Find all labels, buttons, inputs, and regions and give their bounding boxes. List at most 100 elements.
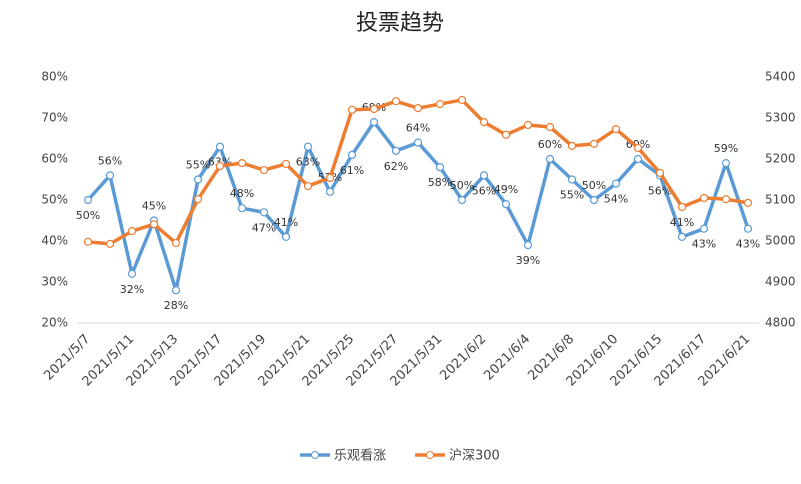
point (545, 122, 555, 132)
point (281, 232, 291, 241)
data-label: 61% (340, 164, 364, 177)
data-label: 48% (230, 187, 254, 200)
y2-tick-label: 5300 (765, 111, 796, 125)
point (347, 150, 357, 159)
legend-label: 乐观看涨 (334, 448, 386, 464)
point (633, 154, 643, 164)
point (105, 171, 115, 180)
point (193, 175, 203, 184)
point (479, 171, 489, 180)
data-label: 28% (164, 299, 188, 312)
point (501, 200, 511, 209)
point (303, 181, 313, 191)
data-label: 59% (714, 142, 738, 155)
point (721, 159, 731, 168)
point (611, 124, 621, 134)
y2-tick-label: 4900 (765, 275, 796, 289)
data-label: 50% (582, 179, 606, 192)
data-label: 60% (538, 138, 562, 151)
y-tick-label: 30% (41, 275, 68, 289)
legend-marker (311, 451, 319, 459)
point (237, 159, 247, 168)
y2-tick-label: 5400 (765, 70, 796, 84)
point (83, 237, 93, 246)
point (479, 117, 489, 127)
y-tick-label: 40% (41, 234, 68, 248)
point (567, 175, 577, 184)
point (193, 195, 203, 204)
data-label: 58% (428, 176, 452, 189)
point (523, 120, 533, 130)
point (721, 195, 731, 204)
data-label: 50% (76, 209, 100, 222)
point (259, 165, 269, 175)
point (677, 232, 687, 241)
point (391, 97, 401, 106)
legend-marker (426, 451, 434, 459)
point (325, 187, 335, 196)
data-label: 45% (142, 200, 166, 213)
point (325, 173, 335, 182)
point (567, 141, 577, 150)
data-label: 41% (274, 216, 298, 229)
point (523, 241, 533, 250)
data-label: 56% (98, 154, 122, 167)
point (589, 195, 599, 205)
point (457, 95, 467, 105)
data-label: 56% (472, 184, 496, 197)
chart-title: 投票趋势 (356, 11, 444, 36)
point (413, 138, 423, 147)
point (281, 159, 291, 169)
point (127, 269, 137, 278)
point (369, 117, 379, 127)
data-label: 55% (186, 159, 210, 172)
data-label: 50% (450, 179, 474, 192)
y-tick-label: 60% (41, 152, 68, 166)
point (391, 146, 401, 155)
point (501, 130, 511, 139)
data-label: 43% (736, 238, 760, 251)
point (699, 224, 709, 233)
point (589, 139, 599, 148)
point (237, 204, 247, 213)
y-tick-label: 20% (41, 316, 68, 330)
data-label: 47% (252, 221, 276, 234)
data-label: 63% (296, 156, 320, 169)
point (413, 104, 423, 113)
y2-tick-label: 5000 (765, 234, 796, 248)
data-label: 49% (494, 183, 518, 196)
point (303, 142, 313, 151)
data-label: 39% (516, 254, 540, 267)
point (369, 104, 379, 114)
y-tick-label: 50% (41, 193, 68, 207)
point (171, 286, 181, 295)
point (457, 195, 467, 205)
point (215, 142, 225, 151)
point (699, 193, 709, 203)
y2-tick-label: 4800 (765, 316, 796, 330)
y-tick-label: 70% (41, 111, 68, 125)
data-label: 64% (406, 122, 430, 135)
data-label: 41% (670, 216, 694, 229)
point (743, 224, 753, 233)
y2-tick-label: 5100 (765, 193, 796, 207)
point (127, 227, 137, 236)
point (611, 179, 621, 188)
point (215, 161, 225, 171)
point (677, 202, 687, 212)
data-label: 32% (120, 283, 144, 296)
y2-tick-label: 5200 (765, 152, 796, 166)
data-label: 55% (560, 189, 584, 202)
point (171, 238, 181, 248)
y-tick-label: 80% (41, 70, 68, 84)
point (655, 168, 665, 178)
point (149, 220, 159, 229)
data-label: 43% (692, 238, 716, 251)
point (435, 163, 445, 172)
data-label: 54% (604, 193, 628, 206)
point (83, 195, 93, 205)
point (545, 154, 555, 164)
point (743, 198, 753, 207)
